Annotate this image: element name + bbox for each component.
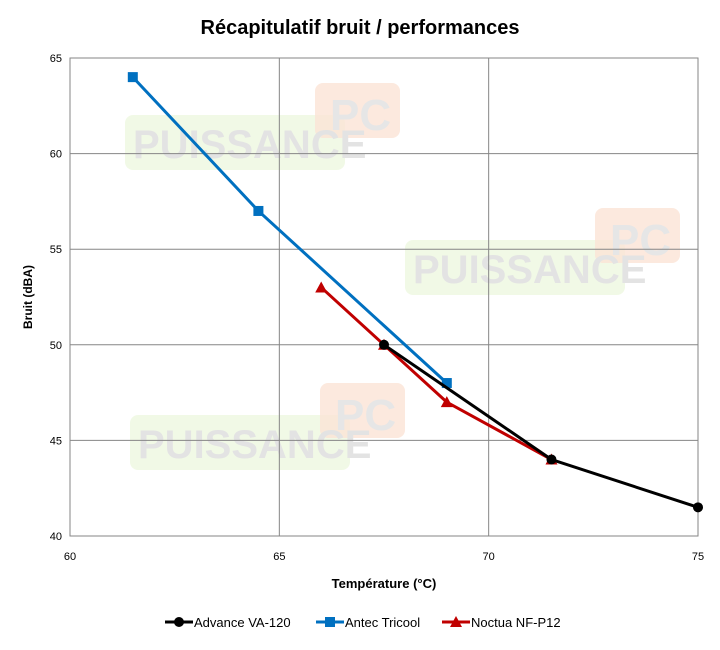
- series-line: [320, 286, 553, 461]
- y-tick-label: 45: [50, 435, 62, 447]
- watermark-text: PC: [330, 91, 391, 140]
- y-tick-label: 60: [50, 149, 62, 161]
- watermark-text: PUISSANCE: [413, 248, 646, 292]
- data-point: [253, 205, 264, 216]
- legend-marker: [325, 617, 335, 627]
- legend: Advance VA-120 Antec Tricool Noctua NF-P12: [165, 615, 561, 630]
- y-axis-label: Bruit (dBA): [21, 265, 35, 329]
- x-tick-label: 75: [692, 551, 704, 563]
- data-point: [127, 72, 138, 83]
- series-antec-tricool: [127, 72, 452, 389]
- y-tick-label: 65: [50, 53, 62, 65]
- legend-item: Antec Tricool: [316, 615, 420, 630]
- watermark-box: [130, 415, 350, 470]
- legend-item: Noctua NF-P12: [442, 615, 561, 630]
- plot-area-border: [69, 57, 699, 537]
- watermark-text: PC: [610, 216, 671, 265]
- x-tick-label: 60: [64, 551, 76, 563]
- watermark-box: [315, 83, 400, 138]
- watermark-text: PUISSANCE: [138, 423, 371, 467]
- legend-marker: [450, 616, 462, 627]
- y-tick-label: 55: [50, 244, 62, 256]
- watermark-text: PUISSANCE: [133, 123, 366, 167]
- data-point: [546, 454, 557, 465]
- y-tick-label: 40: [50, 531, 62, 543]
- y-tick-label: 50: [50, 340, 62, 352]
- x-tick-label: 70: [483, 551, 495, 563]
- watermark-box: [405, 240, 625, 295]
- grid: 40 45 50 55 60 65 60 65 70 75: [50, 53, 704, 563]
- series-advance-va-120: [379, 339, 703, 513]
- watermark-text: PC: [335, 391, 396, 440]
- data-point: [315, 281, 328, 293]
- watermark-box: [320, 383, 405, 438]
- data-point: [440, 396, 453, 408]
- series-group: [127, 72, 703, 513]
- x-axis-label: Température (°C): [332, 576, 437, 591]
- data-point: [441, 378, 452, 389]
- legend-item: Advance VA-120: [165, 615, 291, 630]
- x-tick-label: 65: [273, 551, 285, 563]
- legend-label: Antec Tricool: [345, 615, 420, 630]
- legend-label: Advance VA-120: [194, 615, 291, 630]
- data-point: [379, 339, 389, 350]
- legend-marker: [174, 617, 184, 627]
- chart-title: Récapitulatif bruit / performances: [201, 17, 520, 39]
- data-point: [693, 502, 703, 513]
- legend-label: Noctua NF-P12: [471, 615, 561, 630]
